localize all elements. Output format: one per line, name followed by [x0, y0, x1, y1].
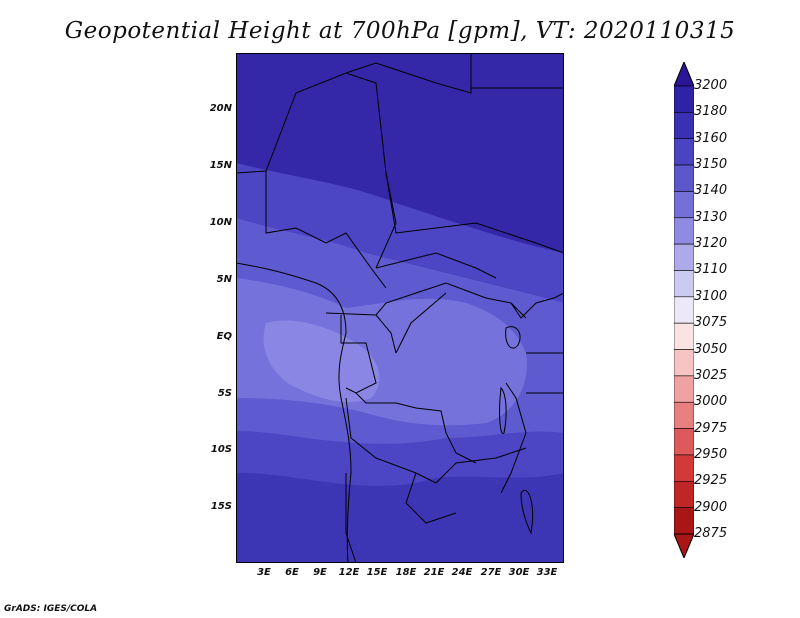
colorbar-top-arrow [674, 62, 694, 87]
lakes [499, 326, 534, 535]
lon-tick-label: 9E [313, 567, 327, 578]
field-3120-region [263, 320, 380, 403]
colorbar-level-label: 3200 [694, 78, 728, 93]
colorbar-level-label: 3120 [694, 236, 728, 252]
colorbar-segment [674, 112, 694, 140]
lat-tick-label: 20N [209, 103, 232, 114]
colorbar-level-label: 3075 [694, 315, 728, 331]
coastline [236, 262, 352, 563]
colorbar-segment [674, 296, 694, 324]
colorbar-level-label: 3000 [694, 394, 728, 410]
colorbar-segment [674, 507, 694, 535]
colorbar-segment [674, 217, 694, 245]
lon-tick-label: 3E [257, 567, 271, 578]
colorbar-segment [674, 375, 694, 403]
colorbar-segment [674, 191, 694, 219]
lon-tick-label: 24E [451, 567, 473, 578]
lon-tick-label: 27E [480, 567, 502, 578]
colorbar-level-label: 3050 [694, 341, 728, 357]
colorbar-segment [674, 138, 694, 166]
colorbar-segment [674, 85, 694, 113]
map-title: Geopotential Height at 700hPa [gpm], VT:… [64, 18, 736, 44]
colorbar-level-label: 3160 [694, 130, 728, 146]
colorbar-level-label: 3100 [694, 288, 728, 304]
grads-credit: GrADS: IGES/COLA [4, 604, 98, 614]
lat-tick-label: 15N [209, 160, 232, 171]
lat-tick-label: 15S [210, 501, 232, 512]
lon-tick-label: 33E [536, 567, 558, 578]
colorbar-segment [674, 322, 694, 350]
colorbar-segment [674, 243, 694, 271]
colorbar-level-label: 3025 [694, 367, 728, 383]
lat-tick-label: 10S [210, 444, 232, 455]
map-frame [236, 53, 564, 563]
colorbar-segment [674, 428, 694, 456]
map-canvas [236, 53, 564, 563]
lon-tick-label: 15E [366, 567, 388, 578]
lon-tick-label: 30E [508, 567, 530, 578]
colorbar-level-label: 2925 [694, 473, 728, 489]
lat-tick-label: EQ [216, 331, 232, 342]
colorbar-segment [674, 349, 694, 377]
colorbar-level-label: 3140 [694, 183, 728, 199]
colorbar-segment [674, 164, 694, 192]
colorbar [674, 62, 694, 558]
lat-tick-label: 10N [209, 217, 232, 228]
colorbar-level-label: 2900 [694, 499, 728, 515]
colorbar-segment [674, 401, 694, 429]
lon-tick-label: 6E [285, 567, 299, 578]
colorbar-level-label: 3110 [694, 262, 728, 278]
colorbar-segment [674, 454, 694, 482]
lon-tick-label: 12E [338, 567, 360, 578]
colorbar-level-label: 2875 [694, 526, 728, 541]
colorbar-level-label: 3150 [694, 157, 728, 173]
map-panel [236, 53, 564, 563]
lat-tick-label: 5N [216, 274, 232, 285]
colorbar-level-label: 3130 [694, 209, 728, 225]
colorbar-bottom-arrow [674, 533, 694, 558]
colorbar-level-label: 2950 [694, 446, 728, 462]
lon-tick-label: 18E [395, 567, 417, 578]
colorbar-segment [674, 480, 694, 508]
colorbar-level-label: 2975 [694, 420, 728, 436]
lon-tick-label: 21E [423, 567, 445, 578]
lat-tick-label: 5S [217, 388, 232, 399]
colorbar-level-label: 3180 [694, 104, 728, 120]
colorbar-segment [674, 270, 694, 298]
country-borders [236, 53, 564, 563]
